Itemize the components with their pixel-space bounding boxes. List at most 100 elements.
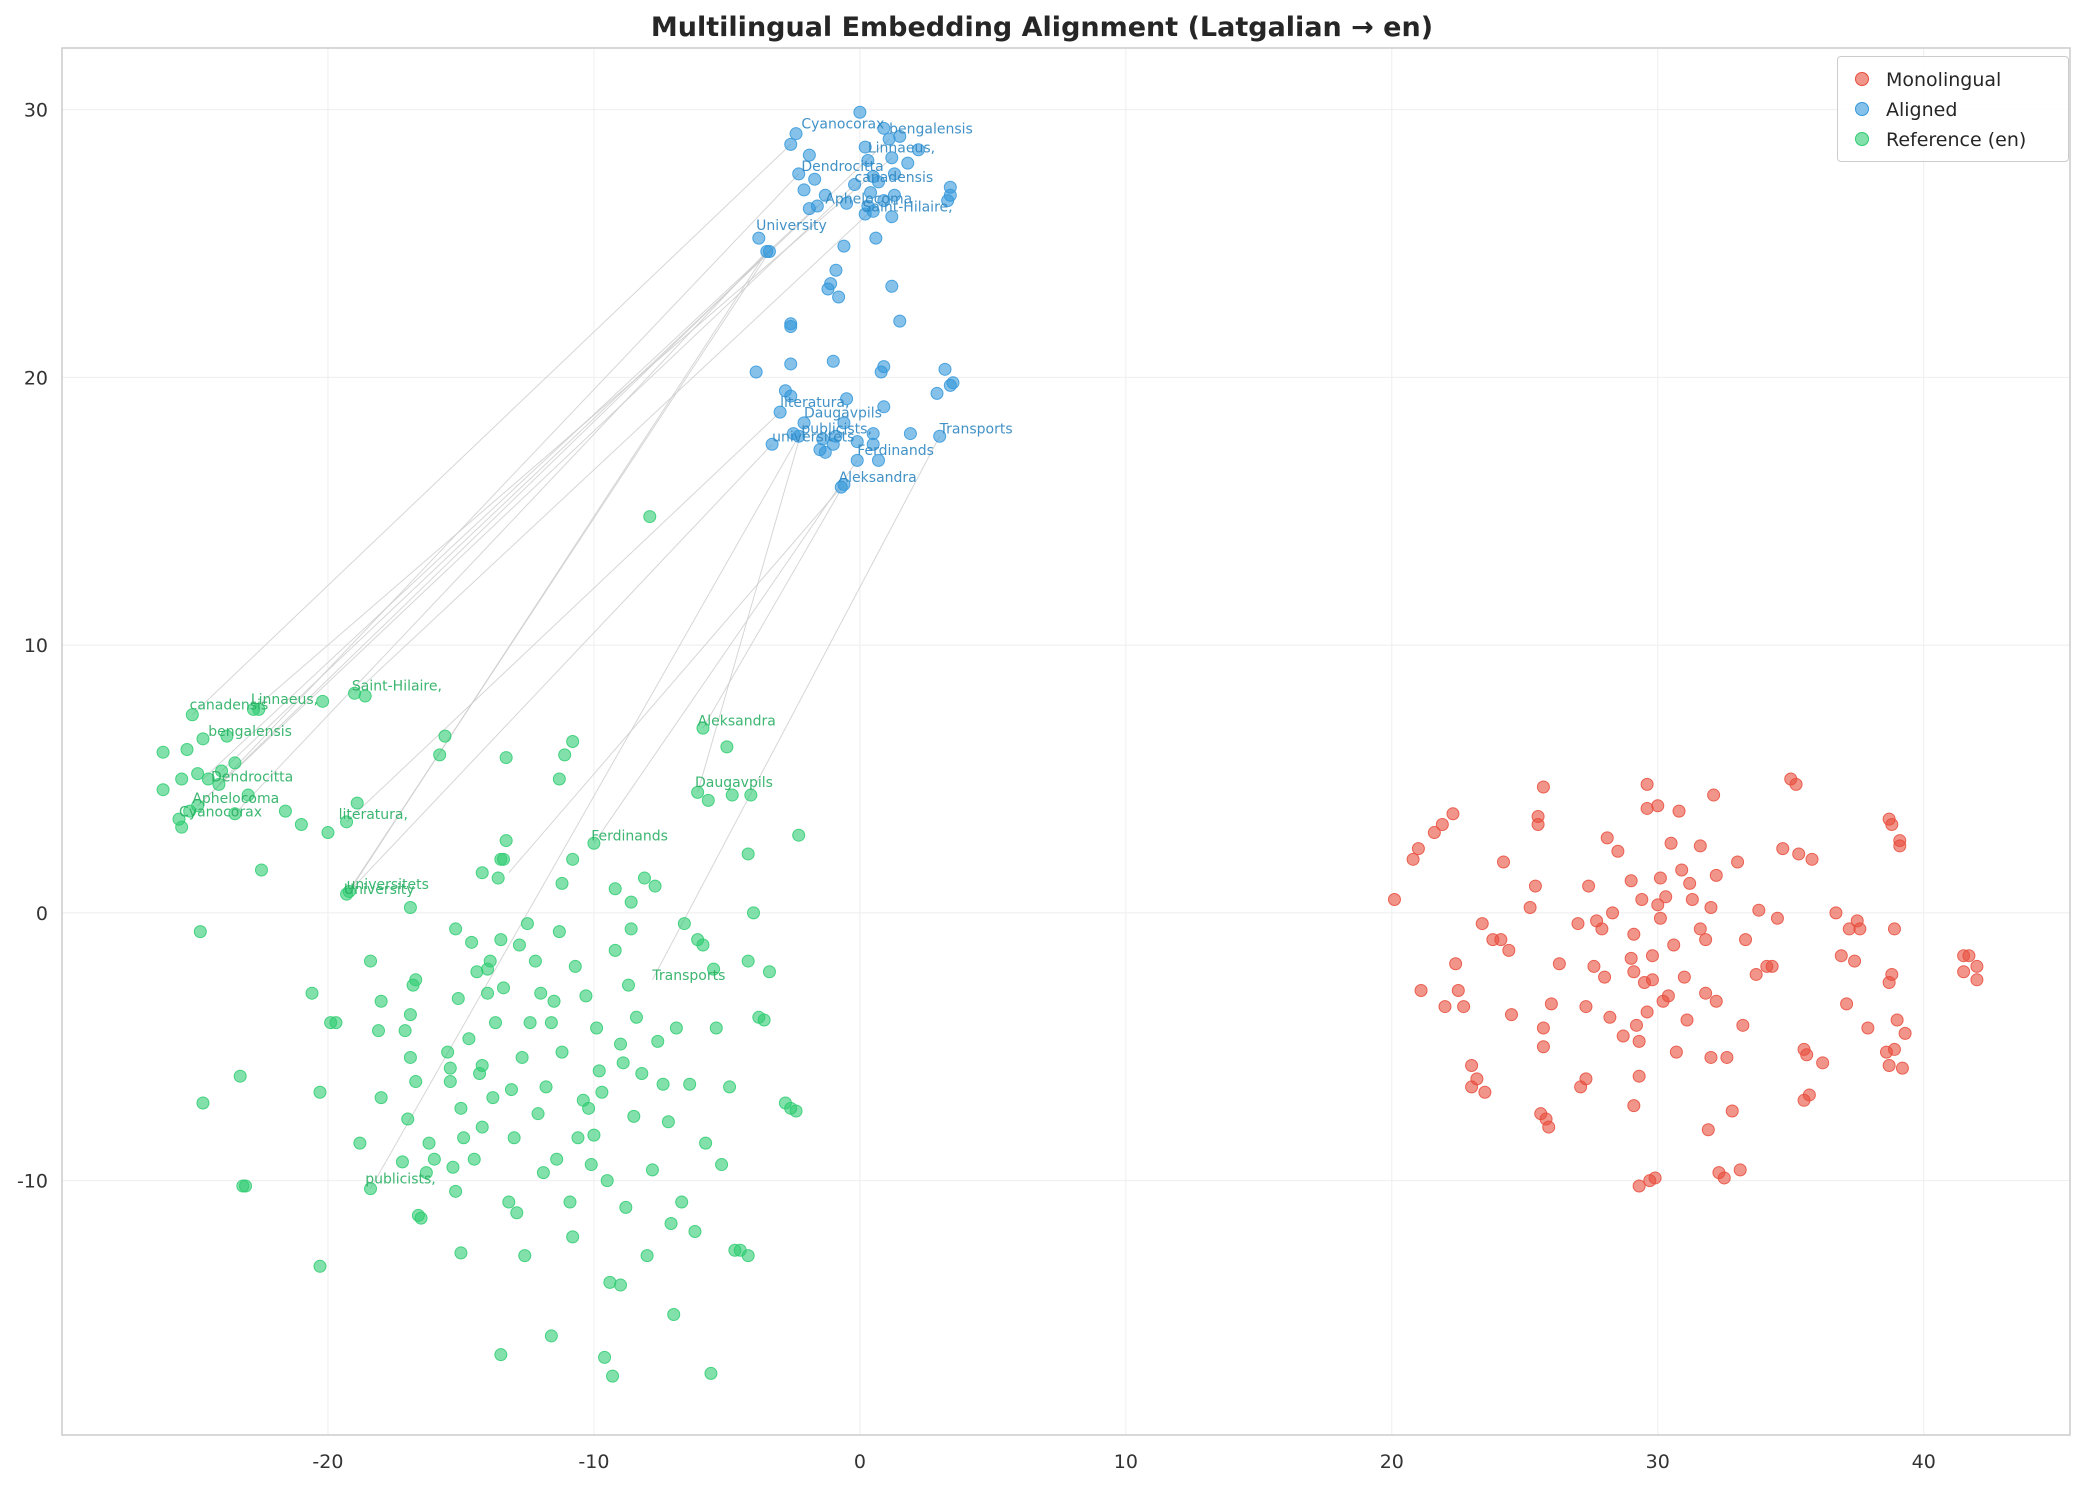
- reference-point: [539, 1080, 553, 1094]
- monolingual-point: [1451, 984, 1465, 998]
- reference-point: [528, 954, 542, 968]
- monolingual-point: [1659, 890, 1673, 904]
- reference-point: [241, 788, 255, 802]
- reference-point: [643, 510, 657, 524]
- alignment-links: [191, 138, 941, 1189]
- monolingual-point: [1701, 1123, 1715, 1137]
- monolingual-point: [1789, 777, 1803, 791]
- monolingual-point: [1853, 922, 1867, 936]
- x-tick-label: 10: [1114, 1451, 1138, 1473]
- reference-point: [587, 1128, 601, 1142]
- reference-point: [196, 732, 210, 746]
- reference-point: [499, 834, 513, 848]
- monolingual-point: [1834, 949, 1848, 963]
- aligned-point: [797, 183, 811, 197]
- reference-point: [566, 735, 580, 748]
- monolingual-point: [1582, 879, 1596, 893]
- reference-word-label: Cyanocorax: [179, 804, 262, 820]
- monolingual-point: [1885, 818, 1899, 832]
- reference-point: [467, 1152, 481, 1166]
- reference-point: [608, 943, 622, 957]
- aligned-point: [826, 354, 840, 368]
- monolingual-point: [1635, 892, 1649, 906]
- x-tick-label: 20: [1380, 1451, 1404, 1473]
- monolingual-point: [1629, 1018, 1643, 1032]
- monolingual-point: [1707, 788, 1721, 802]
- reference-point: [669, 1021, 683, 1035]
- monolingual-point: [1627, 927, 1641, 941]
- aligned-word-label: Daugavpils: [804, 406, 882, 422]
- reference-point: [228, 756, 242, 770]
- reference-word-label: Transports: [651, 968, 725, 984]
- aligned-point: [792, 429, 806, 443]
- reference-point: [180, 743, 194, 757]
- reference-point: [502, 1195, 516, 1209]
- reference-point: [196, 1096, 210, 1110]
- monolingual-point: [1531, 809, 1545, 823]
- aligned-point: [943, 188, 957, 202]
- aligned-word-label: Linnaeus,: [868, 140, 935, 156]
- reference-point: [403, 901, 417, 915]
- reference-point: [645, 1163, 659, 1177]
- aligned-point: [840, 196, 854, 210]
- monolingual-point: [1898, 1026, 1912, 1040]
- reference-point: [699, 1136, 713, 1150]
- monolingual-point: [1887, 922, 1901, 936]
- monolingual-point: [1624, 874, 1638, 888]
- monolingual-point: [1465, 1058, 1479, 1072]
- plot-frame: [61, 47, 2071, 1436]
- monolingual-point: [1603, 1010, 1617, 1024]
- reference-point: [305, 986, 319, 1000]
- aligned-point: [773, 405, 787, 419]
- monolingual-point: [1720, 1050, 1734, 1064]
- aligned-point: [792, 167, 806, 181]
- y-axis: -10 0 10 20 30: [17, 100, 48, 1193]
- monolingual-point: [1611, 844, 1625, 858]
- reference-point: [696, 938, 710, 952]
- monolingual-point: [1632, 1034, 1646, 1048]
- aligned-labels: Cyanocorax bengalensis Linnaeus, Dendrocitt…: [756, 116, 1013, 485]
- aligned-word-label: universitets: [772, 430, 854, 446]
- reference-point: [587, 836, 601, 850]
- reference-point: [648, 879, 662, 893]
- reference-point: [191, 767, 205, 781]
- reference-point: [443, 1075, 457, 1089]
- aligned-point: [840, 392, 854, 406]
- monolingual-points: [1387, 772, 1984, 1193]
- alignment-link: [354, 213, 869, 694]
- monolingual-point: [1446, 807, 1460, 821]
- reference-point: [741, 1249, 755, 1263]
- legend-marker: [1855, 72, 1869, 86]
- aligned-word-label: Dendrocitta: [801, 159, 883, 175]
- reference-point: [364, 954, 378, 968]
- alignment-link: [348, 251, 768, 892]
- reference-point: [193, 925, 207, 939]
- monolingual-point: [1600, 831, 1614, 845]
- reference-word-label: Linnaeus,: [251, 692, 318, 708]
- aligned-point: [808, 172, 822, 186]
- monolingual-point: [1627, 965, 1641, 979]
- reference-point: [627, 1109, 641, 1123]
- aligned-point: [901, 156, 915, 170]
- aligned-point: [760, 244, 774, 258]
- aligned-point: [869, 231, 883, 245]
- monolingual-point: [1414, 984, 1428, 998]
- monolingual-point: [1733, 1163, 1747, 1177]
- monolingual-point: [1890, 1013, 1904, 1027]
- reference-point: [403, 1050, 417, 1064]
- reference-point: [667, 1308, 681, 1322]
- aligned-word-label: Aphelocoma: [825, 191, 912, 207]
- reference-point: [414, 1211, 428, 1225]
- reference-point: [403, 1008, 417, 1022]
- monolingual-point: [1887, 1042, 1901, 1056]
- alignment-link: [348, 443, 773, 892]
- aligned-point: [866, 437, 880, 451]
- monolingual-point: [1438, 1000, 1452, 1014]
- monolingual-point: [1680, 1013, 1694, 1027]
- reference-point: [358, 689, 372, 703]
- monolingual-point: [1709, 994, 1723, 1008]
- reference-point: [640, 1249, 654, 1263]
- reference-point: [558, 748, 572, 762]
- monolingual-point: [1675, 863, 1689, 877]
